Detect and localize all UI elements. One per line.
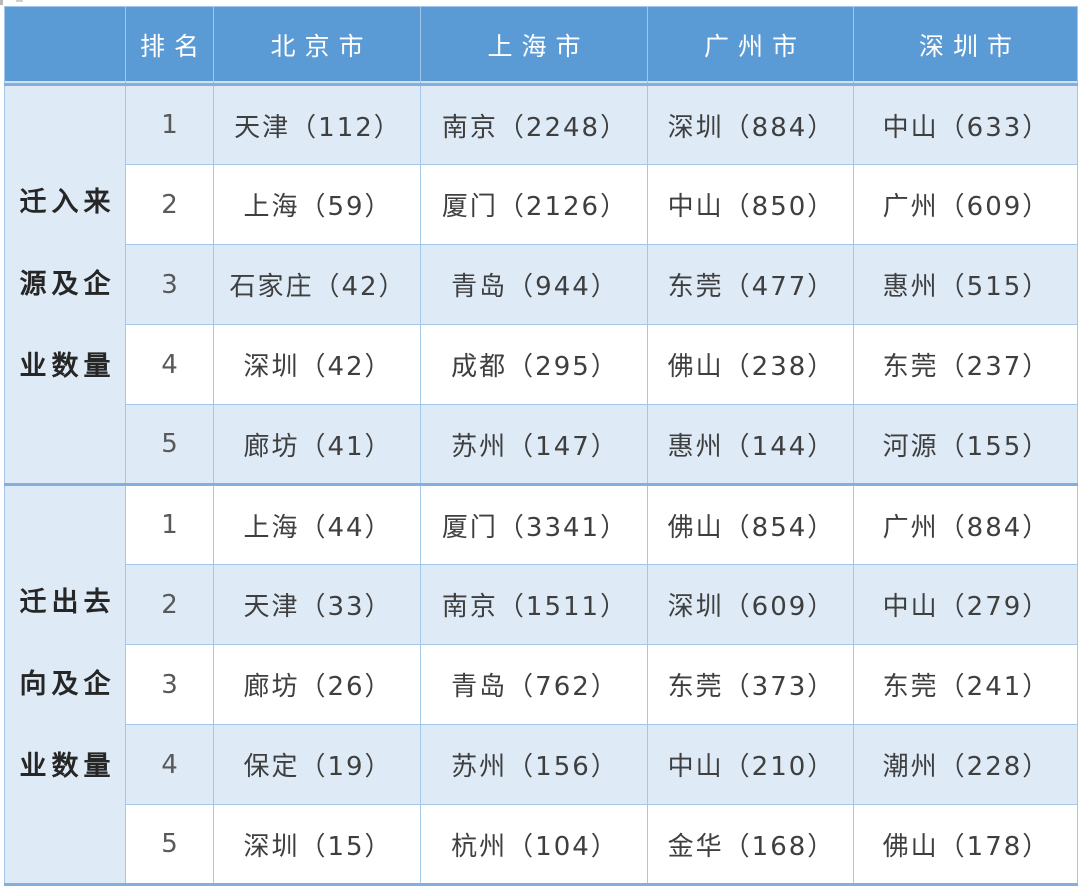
city-cell: 廊坊（26） bbox=[213, 644, 421, 725]
rank-cell: 2 bbox=[125, 164, 214, 245]
rank-cell: 4 bbox=[125, 324, 214, 405]
table-row: 3 石家庄（42） 青岛（944） 东莞（477） 惠州（515） bbox=[5, 244, 1078, 325]
rank-cell: 5 bbox=[125, 804, 214, 886]
rank-cell: 1 bbox=[125, 484, 214, 565]
city-cell: 杭州（104） bbox=[420, 804, 648, 886]
column-header-guangzhou: 广州市 bbox=[647, 6, 854, 86]
table-row: 2 天津（33） 南京（1511） 深圳（609） 中山（279） bbox=[5, 564, 1078, 645]
city-cell: 广州（884） bbox=[853, 484, 1078, 565]
table-row: 4 保定（19） 苏州（156） 中山（210） 潮州（228） bbox=[5, 724, 1078, 805]
city-cell: 成都（295） bbox=[420, 324, 648, 405]
city-cell: 惠州（144） bbox=[647, 404, 854, 486]
rank-cell: 2 bbox=[125, 564, 214, 645]
section-label-move-in: 迁入来 源及企 业数量 bbox=[4, 84, 126, 486]
city-cell: 深圳（609） bbox=[647, 564, 854, 645]
section-label-line: 迁出去 bbox=[19, 586, 116, 618]
city-cell: 中山（279） bbox=[853, 564, 1078, 645]
table-row: 2 上海（59） 厦门（2126） 中山（850） 广州（609） bbox=[5, 164, 1078, 245]
city-cell: 南京（1511） bbox=[420, 564, 648, 645]
city-cell: 石家庄（42） bbox=[213, 244, 421, 325]
section-label-line: 业数量 bbox=[19, 750, 116, 782]
city-cell: 中山（633） bbox=[853, 84, 1078, 165]
table-row: 5 廊坊（41） 苏州（147） 惠州（144） 河源（155） bbox=[5, 404, 1078, 486]
city-cell: 东莞（241） bbox=[853, 644, 1078, 725]
migration-table: 排名 北京市 上海市 广州市 深圳市 迁入来 源及企 业数量 1 天津（112）… bbox=[4, 6, 1078, 886]
city-cell: 深圳（884） bbox=[647, 84, 854, 165]
city-cell: 厦门（2126） bbox=[420, 164, 648, 245]
rank-cell: 5 bbox=[125, 404, 214, 486]
city-cell: 廊坊（41） bbox=[213, 404, 421, 486]
section-label-line: 源及企 bbox=[19, 268, 116, 300]
column-header-shenzhen: 深圳市 bbox=[853, 6, 1078, 86]
city-cell: 潮州（228） bbox=[853, 724, 1078, 805]
rank-cell: 3 bbox=[125, 244, 214, 325]
city-cell: 天津（33） bbox=[213, 564, 421, 645]
column-header-rank: 排名 bbox=[125, 6, 214, 86]
city-cell: 厦门（3341） bbox=[420, 484, 648, 565]
city-cell: 上海（44） bbox=[213, 484, 421, 565]
city-cell: 东莞（477） bbox=[647, 244, 854, 325]
column-header-shanghai: 上海市 bbox=[420, 6, 648, 86]
city-cell: 佛山（238） bbox=[647, 324, 854, 405]
section-move-out: 迁出去 向及企 业数量 1 上海（44） 厦门（3341） 佛山（854） 广州… bbox=[4, 484, 1078, 886]
section-move-in: 迁入来 源及企 业数量 1 天津（112） 南京（2248） 深圳（884） 中… bbox=[4, 84, 1078, 486]
section-label-line: 业数量 bbox=[19, 350, 116, 382]
city-cell: 保定（19） bbox=[213, 724, 421, 805]
city-cell: 河源（155） bbox=[853, 404, 1078, 486]
city-cell: 佛山（854） bbox=[647, 484, 854, 565]
city-cell: 深圳（15） bbox=[213, 804, 421, 886]
city-cell: 深圳（42） bbox=[213, 324, 421, 405]
rank-cell: 4 bbox=[125, 724, 214, 805]
crop-artifact bbox=[16, 0, 23, 2]
city-cell: 中山（210） bbox=[647, 724, 854, 805]
section-label-line: 迁入来 bbox=[19, 186, 116, 218]
city-cell: 惠州（515） bbox=[853, 244, 1078, 325]
city-cell: 东莞（373） bbox=[647, 644, 854, 725]
city-cell: 佛山（178） bbox=[853, 804, 1078, 886]
city-cell: 中山（850） bbox=[647, 164, 854, 245]
table-row: 5 深圳（15） 杭州（104） 金华（168） 佛山（178） bbox=[5, 804, 1078, 886]
rank-cell: 1 bbox=[125, 84, 214, 165]
city-cell: 天津（112） bbox=[213, 84, 421, 165]
section-label-move-out: 迁出去 向及企 业数量 bbox=[4, 484, 126, 886]
city-cell: 广州（609） bbox=[853, 164, 1078, 245]
corner-header bbox=[4, 6, 126, 86]
city-cell: 上海（59） bbox=[213, 164, 421, 245]
table-row: 3 廊坊（26） 青岛（762） 东莞（373） 东莞（241） bbox=[5, 644, 1078, 725]
table-row: 迁出去 向及企 业数量 1 上海（44） 厦门（3341） 佛山（854） 广州… bbox=[4, 484, 1078, 886]
city-cell: 青岛（944） bbox=[420, 244, 648, 325]
city-cell: 金华（168） bbox=[647, 804, 854, 886]
rank-cell: 3 bbox=[125, 644, 214, 725]
column-header-beijing: 北京市 bbox=[213, 6, 421, 86]
city-cell: 苏州（156） bbox=[420, 724, 648, 805]
table-header: 排名 北京市 上海市 广州市 深圳市 bbox=[4, 6, 1078, 86]
city-cell: 南京（2248） bbox=[420, 84, 648, 165]
city-cell: 东莞（237） bbox=[853, 324, 1078, 405]
section-label-line: 向及企 bbox=[19, 668, 116, 700]
header-row: 排名 北京市 上海市 广州市 深圳市 bbox=[4, 6, 1078, 86]
city-cell: 苏州（147） bbox=[420, 404, 648, 486]
table-row: 4 深圳（42） 成都（295） 佛山（238） 东莞（237） bbox=[5, 324, 1078, 405]
city-cell: 青岛（762） bbox=[420, 644, 648, 725]
table-row: 迁入来 源及企 业数量 1 天津（112） 南京（2248） 深圳（884） 中… bbox=[4, 84, 1078, 486]
crop-artifact bbox=[0, 0, 3, 5]
